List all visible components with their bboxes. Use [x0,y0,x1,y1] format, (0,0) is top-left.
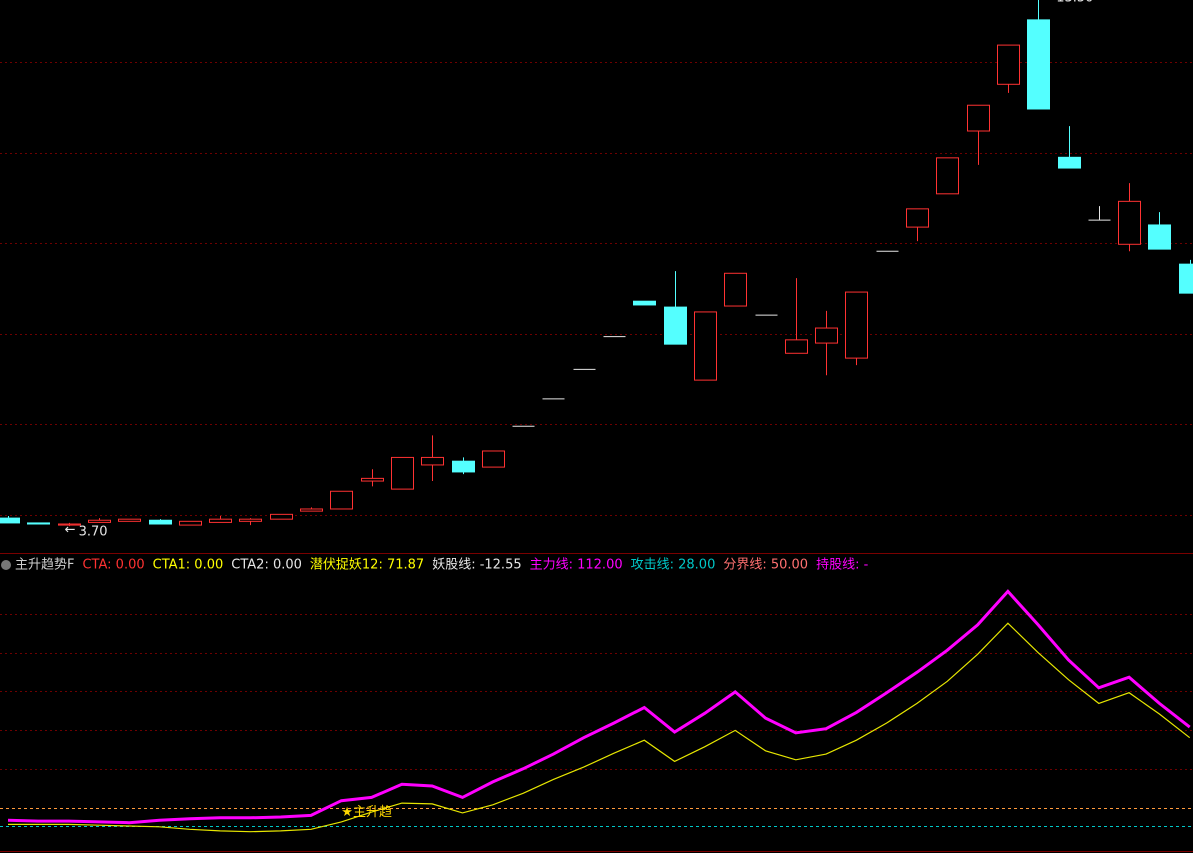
legend-entry: CTA: 0.00 [82,558,144,573]
candle-body [1148,224,1171,250]
candle-body [179,520,202,526]
legend-entry: CTA2: 0.00 [231,558,302,573]
candle-body [845,291,868,359]
signal-annotation: ★主升趋 [341,805,392,820]
legend-entry: 潜伏捉妖12: 71.87 [310,558,424,573]
candle-body [724,272,747,307]
candle-body [482,450,505,468]
candle-body [421,456,444,466]
candle-body [300,508,323,512]
candle-body [270,513,293,520]
candle-body [785,339,808,354]
candle-body [815,327,838,344]
collapse-icon[interactable] [1,560,11,570]
candle-body [997,44,1020,85]
candle-body [27,522,50,525]
candle-body [209,518,232,523]
candle-body [239,518,262,522]
candle-body [906,208,929,228]
candle-body [361,477,384,482]
candle-body [633,300,656,306]
legend-entry: 分界线: 50.00 [723,558,808,573]
price-annotation: 3.70 [79,525,108,540]
legend-entry: 攻击线: 28.00 [631,558,716,573]
legend-entry: 持股线: - [816,558,869,573]
candle-body [149,519,172,525]
candle-body [58,523,81,526]
candle-body [88,519,111,523]
candle-body [1058,156,1081,169]
legend-entry: CTA1: 0.00 [153,558,224,573]
candle-body [936,157,959,195]
arrow: ← [65,523,76,538]
candle-body [1179,263,1193,294]
indicator-line [7,589,1191,825]
legend-entry: 妖股线: -12.55 [432,558,521,573]
candle-body [1118,200,1141,245]
candle-body [694,311,717,381]
candle-body [664,306,687,345]
candle-body [118,518,141,522]
legend-entry: 主力线: 112.00 [530,558,623,573]
price-annotation: 13.50 [1056,0,1093,6]
indicator-title: 主升趋势F [15,557,74,573]
candle-body [391,456,414,490]
candle-body [967,104,990,132]
candle-body [330,490,353,510]
candle-body [1027,19,1050,110]
candle-body [0,517,20,524]
indicator-line [8,622,1191,833]
candle-body [452,460,475,473]
